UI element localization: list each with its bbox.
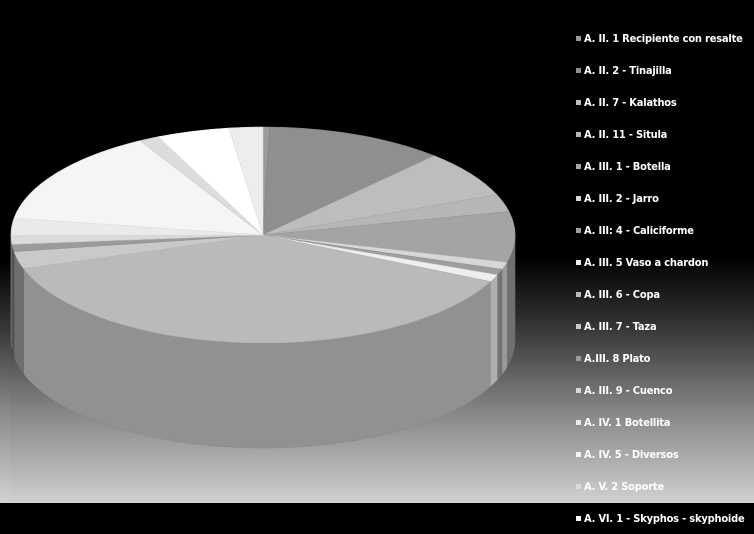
pie-slice-14 [13,140,264,236]
legend-swatch [576,387,581,393]
pie-slice-side-10 [13,251,24,375]
legend-label: A.III. 8 Plato [584,351,651,365]
legend-item: A. III. 6 - Copa [576,278,754,310]
legend-label: A. II. 7 - Kalathos [584,95,677,109]
legend-swatch [576,483,581,489]
legend-label: A. III: 4 - Caliciforme [584,223,694,237]
legend-label: A. III. 9 - Cuenco [584,383,673,397]
pie-slice-side-6 [501,261,508,376]
legend-item: A. II. 1 Recipiente con resalte [576,22,754,54]
legend-swatch [576,163,581,169]
legend-item: A. III. 1 - Botella [576,150,754,182]
legend-label: A. V. 2 Soporte [584,479,664,493]
legend-swatch [576,67,581,73]
legend-label: A. III. 2 - Jarro [584,191,659,205]
legend-label: A. IV. 5 - Diversos [584,447,679,461]
legend-label: A. II. 2 - Tinajilla [584,63,672,77]
legend-item: A. II. 7 - Kalathos [576,86,754,118]
legend-item: A. IV. 1 Botellita [576,406,754,438]
legend-label: A. III. 1 - Botella [584,159,671,173]
legend-swatch [576,451,581,457]
pie-slice-side-7 [496,268,503,381]
legend-label: A. III. 5 Vaso a chardon [584,255,709,269]
legend-item: A. VI. 1 - Skyphos - skyphoide [576,502,754,534]
legend-item: A. V. 2 Soporte [576,470,754,502]
legend-swatch [576,515,581,521]
legend-item: A. II. 11 - Situla [576,118,754,150]
legend-item: A. III. 7 - Taza [576,310,754,342]
legend-swatch [576,355,581,361]
pie-slice-9 [23,234,491,344]
pie-slice-5 [262,211,516,263]
legend-swatch [576,35,581,41]
legend-label: A. II. 11 - Situla [584,127,668,141]
pie-slice-side-8 [490,274,498,388]
chart-area: A. II. 1 Recipiente con resalte A. II. 2 … [10,10,754,525]
pie-slice-side-11 [11,244,15,357]
legend-item: A.III. 8 Plato [576,342,754,374]
legend-swatch [576,323,581,329]
legend-swatch [576,227,581,233]
legend-label: A. III. 6 - Copa [584,287,660,301]
legend-item: A. III. 2 - Jarro [576,182,754,214]
legend-item: A. IV. 5 - Diversos [576,438,754,470]
legend-swatch [576,291,581,297]
legend-swatch [576,131,581,137]
legend-label: A. II. 1 Recipiente con resalte [584,31,743,45]
pie-slice-3 [262,155,498,236]
legend-label: A. IV. 1 Botellita [584,415,671,429]
legend-swatch [576,259,581,265]
pie-chart [10,126,516,449]
legend-item: A. III: 4 - Caliciforme [576,214,754,246]
pie-slice-2 [262,126,436,236]
legend-item: A. II. 2 - Tinajilla [576,54,754,86]
legend-swatch [576,99,581,105]
legend-item: A. III. 5 Vaso a chardon [576,246,754,278]
legend-label: A. VI. 1 - Skyphos - skyphoide [584,511,745,525]
chart-legend: A. II. 1 Recipiente con resalte A. II. 2 … [576,22,754,534]
pie-slice-17 [228,126,264,236]
legend-swatch [576,195,581,201]
legend-label: A. III. 7 - Taza [584,319,657,333]
legend-item: A. III. 9 - Cuenco [576,374,754,406]
legend-swatch [576,419,581,425]
